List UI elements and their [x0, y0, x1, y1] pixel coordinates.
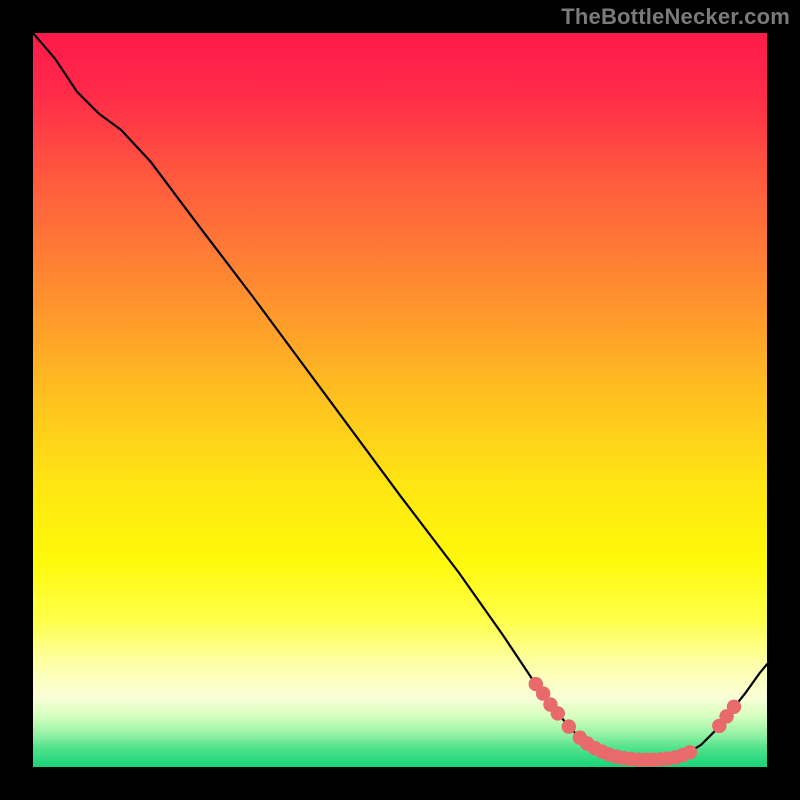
curve-marker: [551, 706, 565, 720]
curve-marker: [727, 700, 741, 714]
curve-marker: [562, 719, 576, 733]
watermark-label: TheBottleNecker.com: [561, 4, 790, 30]
plot-background: [33, 33, 767, 767]
curve-marker: [683, 745, 697, 759]
chart-svg: [0, 0, 800, 800]
chart-container: TheBottleNecker.com: [0, 0, 800, 800]
